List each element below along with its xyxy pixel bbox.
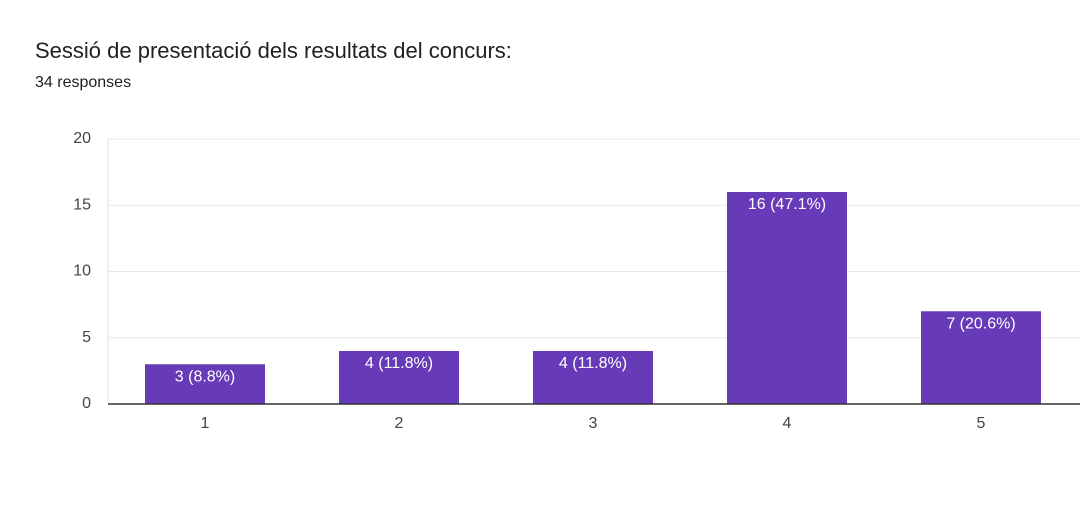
data-label: 4 (11.8%) (365, 355, 433, 372)
x-tick-label: 4 (783, 415, 792, 432)
y-tick-label: 0 (82, 395, 91, 412)
chart-subtitle: 34 responses (35, 74, 131, 91)
x-tick-label: 5 (977, 415, 986, 432)
bar (145, 364, 265, 404)
x-tick-label: 2 (395, 415, 404, 432)
y-tick-label: 15 (73, 196, 91, 213)
data-label: 16 (47.1%) (748, 196, 826, 213)
x-tick-label: 1 (201, 415, 210, 432)
bar (339, 351, 459, 404)
data-label: 3 (8.8%) (175, 368, 235, 385)
y-tick-label: 10 (73, 263, 91, 280)
bar (727, 192, 847, 404)
data-label: 4 (11.8%) (559, 355, 627, 372)
bar (533, 351, 653, 404)
x-tick-label: 3 (589, 415, 598, 432)
bar (921, 311, 1041, 404)
data-label: 7 (20.6%) (946, 315, 1015, 332)
chart-title: Sessió de presentació dels resultats del… (35, 38, 512, 63)
y-tick-label: 5 (82, 329, 91, 346)
y-tick-label: 20 (73, 130, 91, 147)
